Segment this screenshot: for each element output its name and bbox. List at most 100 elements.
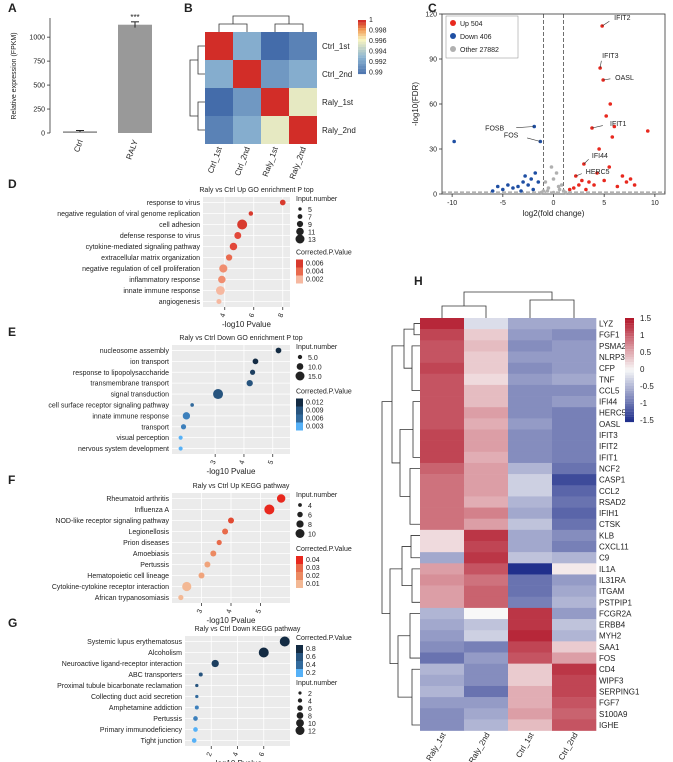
d-dot [234,232,242,239]
h-heatmap-cell [420,362,465,375]
f-dot [210,550,217,557]
h-legend-swatch [625,328,634,332]
g-size-legend-dot [297,698,303,703]
h-col-label: Ctrl_2nd [557,731,580,762]
g-term-label: Primary immunodeficiency [100,727,183,734]
h-legend-swatch [625,364,634,368]
h-heatmap-cell [508,641,553,653]
h-legend-swatch [625,362,634,365]
d-term-label: negative regulation of cell proliferatio… [82,266,200,273]
c-point-other [543,180,548,184]
h-legend-swatch [625,359,634,363]
c-point-other [563,190,568,195]
c-point-other [559,183,564,187]
c-legend-label: Down 406 [460,34,492,41]
h-heatmap-cell [552,418,597,430]
f-dot [276,494,286,503]
h-heatmap-cell [464,708,509,720]
d-term-label: extracellular matrix organization [101,255,200,262]
g-size-legend-dot [295,726,305,735]
c-legend-label: Up 504 [460,21,483,28]
panel-label-g: G [8,616,17,630]
h-heatmap-cell [552,585,597,598]
a-x-tick-label: Ctrl [72,138,85,153]
d-dot [248,211,254,216]
c-x-tick-label: 0 [552,200,556,207]
c-y-tick-label: 120 [425,12,437,19]
c-point-down [501,187,505,192]
b-heatmap-cell [289,116,317,144]
h-legend-swatch [625,414,634,417]
d-size-legend-dot [296,220,304,228]
h-legend-tick: -1 [640,399,648,408]
b-heatmap-cell [205,60,233,88]
b-heatmap-cell [289,88,317,116]
e-dot [213,389,224,400]
e-color-legend-swatch [296,398,303,407]
h-heatmap-cell [464,518,509,531]
b-heatmap-cell [205,88,233,116]
d-size-legend-label: 11 [308,230,315,237]
h-legend-swatch [625,411,634,415]
d-term-label: response to virus [147,200,201,207]
c-gene-label: IFIT3 [602,53,618,60]
c-point-other [557,187,562,192]
h-heatmap-cell [508,596,553,609]
a-y-tick-label: 750 [33,59,45,66]
c-point-up [595,171,599,175]
h-gene-label: TNF [599,375,615,384]
d-term-label: cytokine-mediated signaling pathway [86,244,201,251]
c-point-up [587,180,591,184]
h-heatmap-cell [420,507,465,519]
f-size-legend-label: 8 [308,522,312,529]
h-gene-label: CCL5 [599,386,620,395]
c-gene-leader [516,126,535,128]
c-legend-dot [450,20,456,26]
h-gene-label: IFI44 [599,398,618,407]
h-heatmap-cell [508,507,553,519]
g-size-legend-dot [296,712,304,719]
b-heatmap-cell [205,32,233,60]
d-size-legend-dot [298,207,302,211]
a-bar [118,24,152,133]
d-x-tick-label: 6 [248,312,256,318]
e-color-legend-swatch [296,406,303,415]
f-term-label: Legionellosis [129,529,170,536]
h-heatmap-cell [464,451,509,464]
h-heatmap-cell [552,708,597,720]
d-size-legend-label: 13 [308,237,316,244]
f-x-tick-label: 3 [196,608,204,614]
f-dot [178,594,184,601]
h-heatmap-cell [552,574,597,586]
h-heatmap-cell [420,641,465,653]
g-color-legend-swatch [296,669,303,677]
f-size-legend-dot [296,520,304,528]
h-legend-swatch [625,357,634,360]
h-heatmap-cell [464,652,509,664]
h-gene-label: CCL2 [599,487,620,496]
b-legend-swatch [358,68,366,72]
f-size-legend-label: 10 [308,532,316,539]
h-heatmap-cell [508,418,553,430]
b-legend-tick: 0.99 [369,70,383,77]
h-legend-swatch [625,341,634,345]
f-dot [264,504,275,515]
c-point-other [546,186,551,190]
h-gene-label: NLRP3 [599,353,625,362]
h-heatmap-cell [508,685,553,698]
h-heatmap-cell [464,663,509,676]
f-x-tick-label: 4 [226,608,234,614]
d-dot [229,242,238,251]
h-heatmap-cell [508,373,553,386]
h-heatmap-cell [552,697,597,709]
h-legend-swatch [625,331,634,334]
g-dot [193,727,198,732]
d-color-legend-label: 0.004 [306,269,324,276]
g-x-tick-label: 2 [206,751,214,757]
f-size-legend-dot [295,529,305,538]
b-heatmap-cell [233,32,261,60]
g-size-legend-dot [298,691,302,695]
h-heatmap-cell [420,474,465,486]
h-heatmap-cell [464,329,509,341]
h-heatmap-cell [552,619,597,631]
